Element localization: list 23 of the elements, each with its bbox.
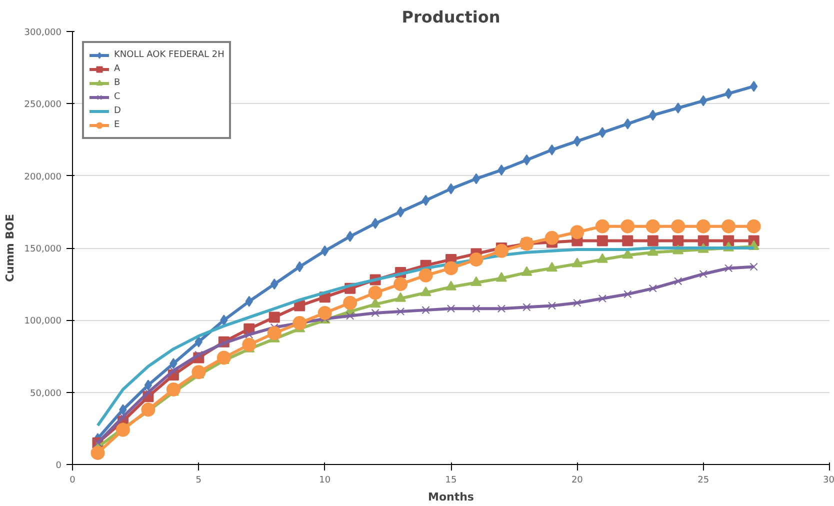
x-tick-label: 30 [823, 476, 834, 486]
x-tick-label: 25 [698, 476, 710, 486]
legend-label: B [114, 77, 122, 90]
legend-label: KNOLL AOK FEDERAL 2H [114, 49, 224, 62]
x-tick-label: 15 [445, 476, 457, 486]
y-tick-label: 250,000 [24, 100, 62, 110]
y-tick-label: 300,000 [24, 28, 62, 38]
x-axis-title: Months [428, 490, 474, 504]
legend-label: C [114, 91, 122, 104]
legend-label: E [114, 119, 121, 132]
x-tick-label: 10 [319, 476, 331, 486]
y-tick-label: 50,000 [30, 388, 62, 399]
x-tick-label: 0 [70, 476, 76, 486]
chart-title: Production [402, 8, 500, 26]
legend-label: D [114, 105, 122, 118]
y-tick-label: 150,000 [24, 244, 62, 254]
y-axis-title: Cumm BOE [3, 214, 16, 282]
x-tick-label: 20 [571, 476, 584, 486]
x-tick-label: 5 [196, 476, 202, 486]
y-tick-label: 200,000 [24, 172, 62, 182]
legend-label: A [114, 63, 122, 76]
y-tick-label: 100,000 [24, 316, 62, 327]
y-tick-label: 0 [56, 461, 62, 471]
